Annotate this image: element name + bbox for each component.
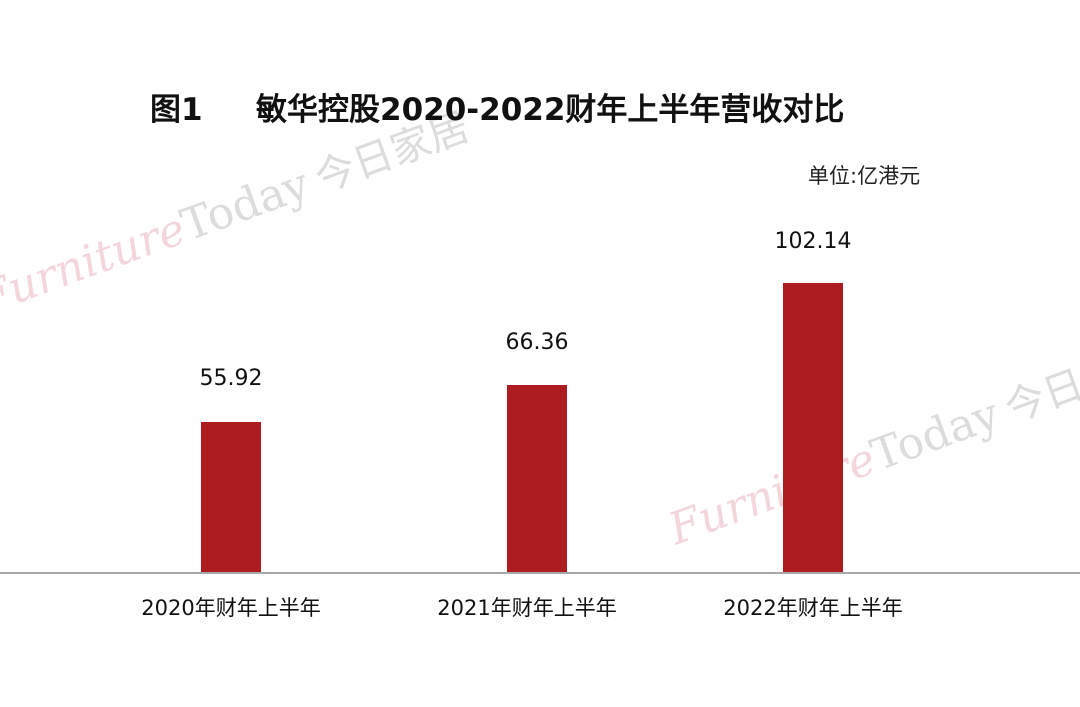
- bar-2020: [201, 422, 261, 573]
- watermark-text-furniture: Furniture: [662, 433, 883, 556]
- unit-label: 单位:亿港元: [808, 164, 921, 188]
- value-label-2021: 66.36: [505, 330, 569, 355]
- watermark-text-today: Today: [174, 158, 316, 252]
- x-tick-2020: 2020年财年上半年: [141, 596, 321, 620]
- chart-title-text: 敏华控股2020-2022财年上半年营收对比: [256, 92, 845, 128]
- figure-label: 图1: [150, 92, 203, 128]
- watermark-bottom-right: FurnitureToday今日家居: [660, 325, 1080, 556]
- bar-2022: [783, 283, 843, 573]
- watermark-text-cn: 今日家居: [999, 334, 1080, 432]
- watermark-text-today: Today: [864, 388, 1006, 482]
- watermark-text-furniture: Furniture: [0, 203, 193, 326]
- watermark-top-left: FurnitureToday今日家居: [0, 95, 476, 326]
- value-label-2020: 55.92: [199, 366, 263, 391]
- x-tick-2021: 2021年财年上半年: [437, 596, 617, 620]
- bar-2021: [507, 385, 567, 573]
- chart-title: 图1 敏华控股2020-2022财年上半年营收对比: [150, 84, 844, 129]
- value-label-2022: 102.14: [774, 229, 852, 254]
- x-tick-2022: 2022年财年上半年: [723, 596, 903, 620]
- x-axis-line: [0, 572, 1080, 574]
